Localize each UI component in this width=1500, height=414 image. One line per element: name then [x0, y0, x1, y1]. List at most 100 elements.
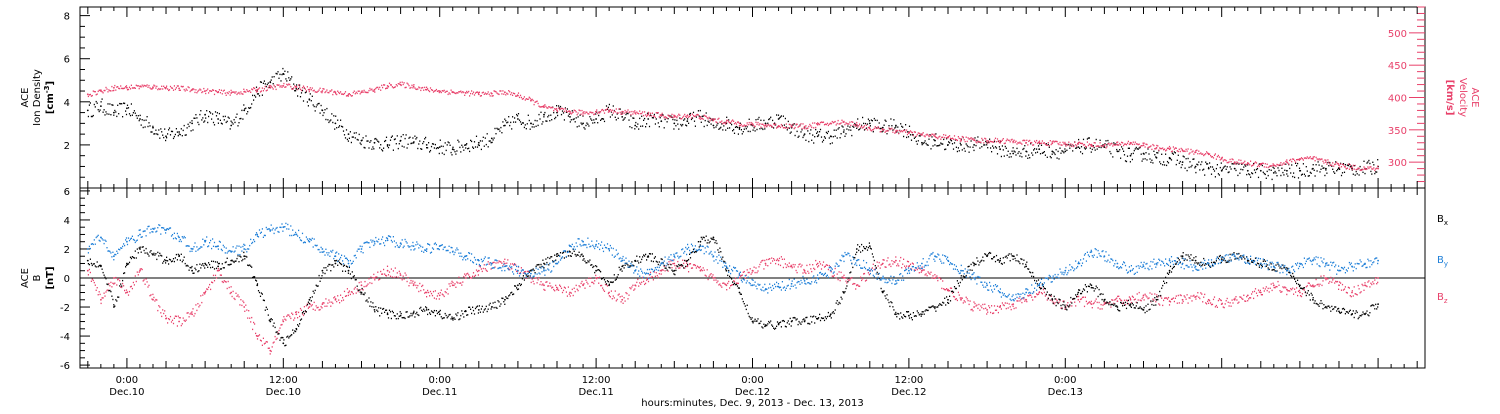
data-point	[582, 112, 584, 114]
data-point	[1153, 145, 1154, 146]
data-point	[1357, 294, 1358, 295]
data-point	[400, 84, 402, 86]
data-point	[504, 91, 506, 93]
data-point	[888, 125, 889, 126]
data-point	[110, 291, 111, 292]
data-point	[573, 112, 574, 113]
data-point	[221, 268, 222, 269]
data-point	[848, 129, 849, 130]
data-point	[242, 94, 243, 95]
data-point	[426, 292, 428, 294]
data-point	[255, 96, 256, 97]
data-point	[1362, 285, 1363, 286]
data-point	[361, 281, 362, 282]
data-point	[1234, 161, 1236, 163]
data-point	[186, 319, 187, 320]
data-point	[164, 259, 165, 260]
data-point	[168, 263, 169, 264]
data-point	[1058, 144, 1059, 145]
data-point	[1143, 144, 1145, 146]
data-point	[1302, 293, 1303, 294]
data-point	[361, 293, 362, 294]
data-point	[256, 87, 257, 88]
data-point	[543, 114, 545, 116]
data-point	[336, 127, 337, 128]
data-point	[650, 272, 651, 273]
data-point	[986, 309, 988, 311]
data-point	[762, 260, 763, 261]
data-point	[601, 285, 602, 286]
data-point	[1062, 142, 1063, 143]
data-point	[156, 299, 157, 300]
data-point	[991, 305, 992, 306]
data-point	[176, 316, 177, 317]
data-point	[576, 117, 577, 118]
data-point	[1121, 300, 1122, 301]
data-point	[1017, 300, 1018, 301]
data-point	[1136, 147, 1137, 148]
data-point	[230, 128, 231, 129]
data-point	[1006, 148, 1007, 149]
data-point	[1147, 148, 1148, 149]
data-point	[170, 316, 171, 317]
data-point	[921, 272, 922, 273]
data-point	[878, 126, 879, 127]
data-point	[469, 307, 470, 308]
data-point	[423, 141, 424, 142]
data-point	[578, 290, 579, 291]
data-point	[1286, 161, 1288, 163]
bx-series	[87, 236, 1379, 347]
data-point	[610, 116, 611, 117]
data-point	[481, 95, 482, 96]
data-point	[563, 112, 564, 113]
data-point	[113, 304, 114, 305]
data-point	[461, 284, 462, 285]
data-point	[1104, 144, 1106, 146]
data-point	[1315, 160, 1316, 161]
data-point	[496, 308, 497, 309]
data-point	[1221, 158, 1223, 160]
data-point	[673, 128, 674, 129]
data-point	[1179, 149, 1180, 150]
data-point	[1257, 168, 1258, 169]
data-point	[844, 136, 845, 137]
data-point	[168, 129, 169, 130]
data-point	[1286, 289, 1288, 291]
data-point	[1208, 299, 1210, 301]
data-point	[590, 118, 591, 119]
data-point	[336, 301, 337, 302]
data-point	[1142, 145, 1143, 146]
data-point	[1327, 278, 1328, 279]
data-point	[582, 260, 583, 261]
data-point	[413, 311, 414, 312]
data-point	[297, 324, 298, 325]
data-point	[207, 267, 208, 268]
data-point	[150, 294, 151, 295]
data-point	[1283, 162, 1284, 163]
data-point	[677, 266, 678, 267]
data-point	[180, 90, 181, 91]
data-point	[1319, 285, 1320, 286]
data-point	[118, 113, 119, 114]
data-point	[667, 269, 668, 270]
data-point	[985, 138, 986, 139]
data-point	[193, 273, 194, 274]
data-point	[719, 283, 720, 284]
data-point	[1070, 143, 1071, 144]
data-point	[1352, 169, 1353, 170]
data-point	[323, 302, 324, 303]
data-point	[874, 118, 875, 119]
data-point	[451, 90, 452, 91]
data-point	[944, 137, 945, 138]
data-point	[223, 282, 224, 283]
data-point	[630, 114, 631, 115]
data-point	[282, 85, 284, 87]
data-point	[514, 93, 515, 94]
data-point	[243, 89, 244, 90]
data-point	[192, 308, 193, 309]
data-point	[574, 118, 575, 119]
data-point	[766, 126, 767, 127]
data-point	[584, 128, 585, 129]
data-point	[1294, 177, 1295, 178]
data-point	[501, 263, 502, 264]
